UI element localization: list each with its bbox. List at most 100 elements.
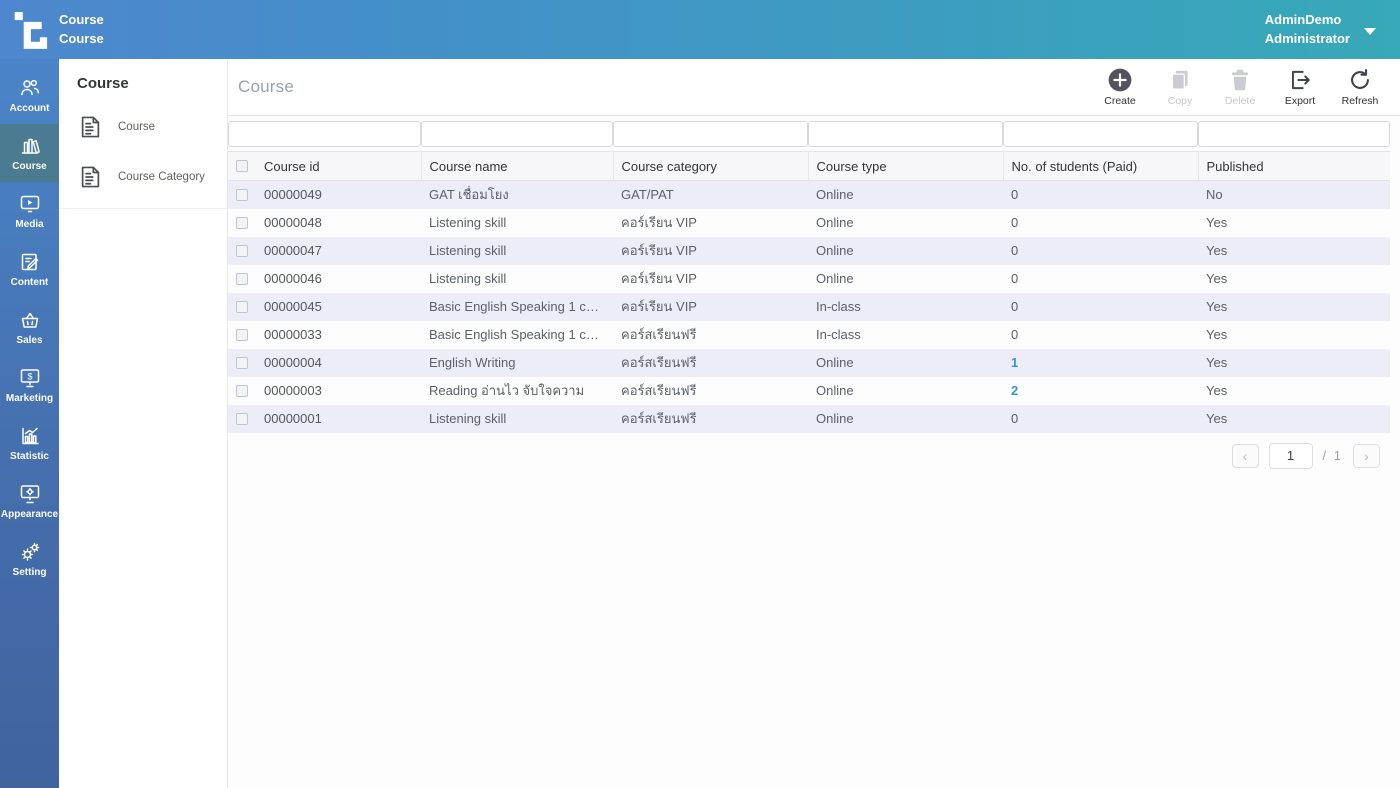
delete-icon: [1227, 67, 1253, 93]
submenu-item-course-category[interactable]: Course Category: [59, 152, 227, 202]
table-row[interactable]: 00000046 Listening skill คอร์เรียน VIP O…: [228, 265, 1390, 293]
cell-course-type: In-class: [816, 299, 861, 314]
row-checkbox[interactable]: [236, 188, 248, 201]
cell-course-category: คอร์เรียน VIP: [621, 271, 697, 286]
cell-students: 1: [1003, 349, 1198, 377]
books-icon: [18, 134, 42, 158]
document-icon: [77, 111, 104, 143]
sidebar-item-course[interactable]: Course: [0, 124, 59, 182]
row-checkbox[interactable]: [236, 272, 248, 285]
column-header-course-type: Course type: [807, 151, 1003, 181]
filter-input-course-type[interactable]: [808, 121, 1003, 147]
cell-course-type: Online: [816, 383, 854, 398]
chart-icon: [18, 424, 42, 448]
table-row[interactable]: 00000045 Basic English Speaking 1 cop… ค…: [228, 292, 1390, 321]
toolbar-button-label: Refresh: [1341, 95, 1379, 107]
app-logo-icon[interactable]: [0, 0, 59, 59]
filter-input-course-name[interactable]: [421, 121, 613, 147]
filter-input-course-id[interactable]: [228, 121, 421, 147]
table-row[interactable]: 00000048 Listening skill คอร์เรียน VIP O…: [228, 209, 1390, 237]
toolbar-button-export[interactable]: Export: [1274, 67, 1326, 107]
toolbar-button-copy[interactable]: Copy: [1154, 67, 1206, 107]
table-row[interactable]: 00000033 Basic English Speaking 1 cop… ค…: [228, 321, 1390, 349]
cell-course-type: Online: [816, 187, 854, 203]
cell-course-type: Online: [816, 355, 854, 370]
cell-course-category: GAT/PAT: [621, 187, 674, 203]
select-all-checkbox[interactable]: [236, 160, 248, 172]
page-total: / 1: [1322, 448, 1343, 463]
top-header-bar: Course Course AdminDemo Administrator: [0, 0, 1400, 59]
cell-published: Yes: [1206, 215, 1228, 230]
sidebar-item-account[interactable]: Account: [0, 66, 59, 124]
main-header: Course Create Copy Delete: [228, 59, 1400, 116]
sidebar-item-appearance[interactable]: Appearance: [0, 472, 59, 530]
cell-students: 0: [1003, 405, 1198, 433]
students-count[interactable]: 2: [1011, 383, 1019, 398]
create-icon: [1107, 67, 1133, 93]
user-menu[interactable]: AdminDemo Administrator: [1265, 11, 1400, 49]
cell-course-name: English Writing: [429, 355, 516, 370]
cell-course-id: 00000047: [228, 237, 421, 265]
breadcrumb: Course Course: [59, 11, 104, 49]
table-row[interactable]: 00000049 GAT เชื่อมโยง GAT/PAT Online 0 …: [228, 180, 1390, 209]
toolbar-button-create[interactable]: Create: [1094, 67, 1146, 107]
sidebar-item-sales[interactable]: Sales: [0, 298, 59, 356]
sidebar-item-marketing[interactable]: $ Marketing: [0, 356, 59, 414]
cell-published: Yes: [1206, 355, 1228, 370]
svg-text:$: $: [27, 372, 32, 382]
marketing-icon: $: [18, 366, 42, 390]
chevron-down-icon: [1364, 28, 1376, 35]
row-checkbox[interactable]: [236, 244, 248, 257]
cell-course-category: คอร์เรียน VIP: [621, 243, 697, 258]
row-checkbox[interactable]: [236, 300, 248, 313]
next-page-button[interactable]: ›: [1353, 443, 1380, 468]
export-icon: [1287, 67, 1313, 93]
table-row[interactable]: 00000047 Listening skill คอร์เรียน VIP O…: [228, 236, 1390, 265]
cell-course-id: 00000004: [228, 349, 421, 377]
cell-students: 2: [1003, 377, 1198, 405]
users-icon: [18, 76, 42, 100]
cell-course-id: 00000048: [228, 209, 421, 237]
submenu-item-course[interactable]: Course: [59, 102, 227, 152]
sidebar-item-label: Course: [12, 161, 47, 172]
filter-input-published[interactable]: [1198, 121, 1390, 147]
cell-students: 0: [1003, 293, 1198, 321]
row-checkbox[interactable]: [236, 328, 248, 341]
document-icon: [77, 161, 104, 193]
toolbar-button-refresh[interactable]: Refresh: [1334, 67, 1386, 107]
row-checkbox[interactable]: [236, 412, 248, 425]
user-name: AdminDemo: [1264, 11, 1342, 27]
cell-course-category: คอร์สเรียนฟรี: [621, 355, 697, 370]
gear-icon: [18, 540, 42, 564]
row-checkbox[interactable]: [236, 384, 248, 397]
prev-page-button[interactable]: ‹: [1231, 443, 1259, 468]
table-row[interactable]: 00000001 Listening skill คอร์สเรียนฟรี O…: [228, 404, 1390, 433]
table-row[interactable]: 00000004 English Writing คอร์สเรียนฟรี O…: [228, 348, 1390, 377]
main-content: Course Create Copy Delete: [228, 59, 1400, 788]
secondary-sidebar-title: Course: [77, 75, 129, 92]
cell-published: Yes: [1206, 299, 1228, 314]
cell-course-id: 00000003: [228, 377, 421, 405]
cell-course-id: 00000049: [228, 181, 421, 209]
sidebar-item-setting[interactable]: Setting: [0, 530, 59, 588]
filter-input-students[interactable]: [1003, 121, 1198, 147]
row-checkbox[interactable]: [236, 216, 248, 229]
students-count[interactable]: 1: [1011, 355, 1019, 370]
cell-published: Yes: [1206, 411, 1228, 426]
cell-published: Yes: [1206, 383, 1228, 398]
sidebar-item-label: Sales: [16, 335, 43, 346]
sidebar-item-content[interactable]: Content: [0, 240, 59, 298]
toolbar-button-delete[interactable]: Delete: [1214, 67, 1266, 107]
sidebar-item-media[interactable]: Media: [0, 182, 59, 240]
appearance-icon: [18, 482, 42, 506]
table-row[interactable]: 00000003 Reading อ่านไว จับใจความ คอร์สเ…: [228, 377, 1390, 405]
sidebar-item-label: Media: [15, 219, 44, 230]
row-checkbox[interactable]: [236, 356, 248, 369]
cell-published: Yes: [1206, 243, 1228, 258]
cell-course-name: GAT เชื่อมโยง: [429, 187, 509, 203]
page-input[interactable]: [1268, 442, 1313, 469]
sidebar-item-statistic[interactable]: Statistic: [0, 414, 59, 472]
submenu-item-label: Course Category: [118, 171, 205, 183]
table-header-row: Course id Course name Course category Co…: [228, 151, 1390, 181]
filter-input-course-category[interactable]: [613, 121, 808, 147]
